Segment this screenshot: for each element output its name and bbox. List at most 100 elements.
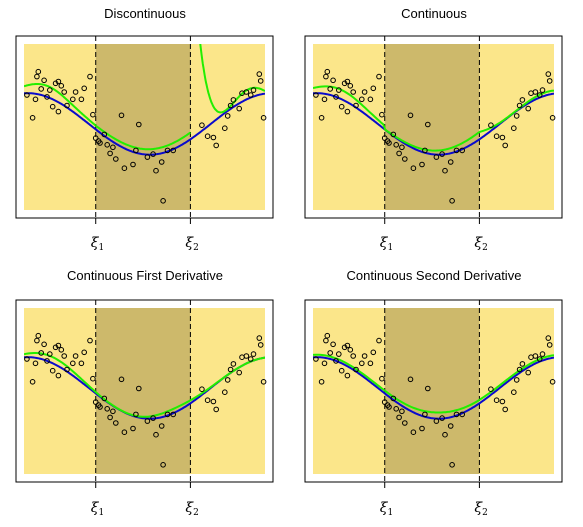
data-point (370, 85, 377, 92)
data-point (333, 94, 339, 100)
data-point (150, 151, 156, 157)
data-point (110, 144, 116, 151)
data-point (256, 71, 263, 77)
panel-title: Continuous Second Derivative (347, 268, 522, 283)
data-point (160, 462, 166, 468)
data-point (204, 133, 211, 139)
data-point (153, 167, 159, 174)
data-point (410, 429, 417, 436)
data-point (502, 142, 509, 149)
data-point (90, 375, 96, 382)
true-function-curve (24, 92, 265, 156)
data-point (250, 87, 257, 93)
data-point (110, 408, 116, 415)
data-point (439, 151, 445, 157)
data-point (347, 83, 354, 89)
fit-curve-segment (24, 352, 265, 418)
data-point (210, 398, 217, 405)
data-point (453, 411, 460, 418)
data-point (549, 379, 556, 385)
data-point (390, 395, 397, 402)
data-point (511, 125, 517, 131)
data-point (35, 68, 42, 75)
data-point (539, 87, 546, 93)
data-point (104, 142, 110, 148)
data-point (488, 386, 494, 393)
data-point (150, 415, 156, 421)
data-point (402, 420, 408, 426)
data-point (101, 131, 108, 138)
data-point (236, 105, 242, 112)
data-point (327, 350, 334, 356)
data-point (336, 351, 342, 357)
data-point (449, 462, 455, 468)
data-point (425, 121, 431, 128)
data-point (327, 86, 334, 92)
data-point (87, 73, 93, 80)
data-point (513, 377, 520, 383)
knot-label-1: ξ1 (91, 235, 104, 253)
data-point (359, 360, 365, 367)
data-point (390, 131, 397, 138)
data-point (321, 360, 328, 367)
panel-1: Discontinuous ξ1 ξ2 (15, 6, 274, 253)
data-point (511, 389, 517, 396)
region-left (24, 308, 96, 474)
data-point (257, 78, 264, 84)
region-left (24, 44, 96, 210)
fit-curve-segment (313, 353, 554, 414)
data-point (513, 113, 520, 119)
data-point (236, 369, 242, 376)
knot-label-2: ξ2 (474, 235, 487, 253)
data-point (101, 395, 108, 402)
panel-title: Continuous (401, 6, 467, 21)
data-point (130, 161, 136, 168)
data-point (44, 358, 50, 364)
true-function-curve (313, 356, 554, 420)
data-point (260, 379, 267, 385)
data-point (525, 105, 532, 112)
data-point (323, 73, 329, 80)
data-point (97, 404, 103, 410)
data-point (502, 406, 509, 413)
data-point (70, 360, 76, 367)
data-point (370, 349, 377, 356)
data-point (72, 89, 79, 95)
data-point (386, 140, 392, 146)
data-point (81, 85, 87, 92)
data-point (347, 347, 354, 353)
data-point (318, 115, 325, 121)
panel-title: Discontinuous (104, 6, 186, 21)
data-point (204, 397, 211, 404)
data-point (87, 337, 93, 344)
data-point (55, 108, 62, 115)
data-point (359, 96, 365, 103)
data-point (549, 115, 556, 121)
data-point (449, 198, 455, 204)
data-point (97, 140, 103, 146)
data-point (519, 97, 526, 103)
data-point (447, 159, 454, 165)
data-point (199, 122, 205, 128)
data-point (313, 92, 319, 98)
data-point (321, 96, 328, 103)
data-point (64, 102, 70, 109)
data-point (58, 347, 65, 353)
region-middle (95, 308, 191, 474)
region-middle (95, 44, 191, 210)
data-point (78, 360, 85, 367)
data-point (24, 356, 30, 362)
panel-2: Continuous ξ1 ξ2 (304, 6, 563, 253)
fit-curve-segment (313, 85, 554, 152)
data-point (532, 353, 539, 359)
data-point (257, 342, 264, 348)
data-point (222, 389, 228, 396)
data-point (213, 142, 219, 149)
data-point (379, 375, 385, 382)
data-point (170, 411, 176, 418)
data-point (49, 103, 56, 110)
data-point (78, 96, 85, 103)
data-point (164, 411, 171, 418)
data-point (227, 366, 234, 373)
data-point (350, 353, 357, 359)
